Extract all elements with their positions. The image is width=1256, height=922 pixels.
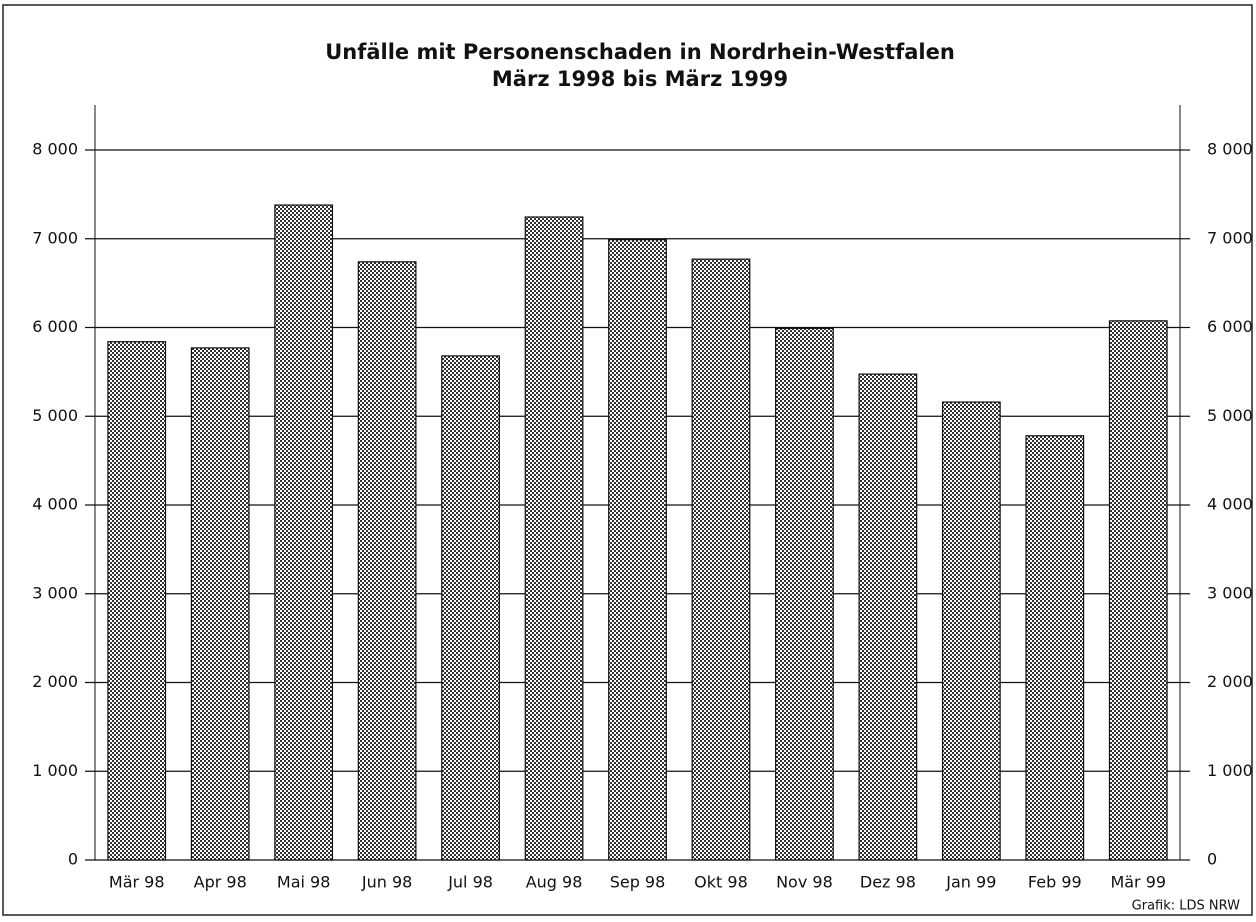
x-tick-label: Okt 98 — [694, 873, 748, 892]
bar — [524, 216, 584, 861]
y2-tick-label: 2 000 — [1207, 672, 1253, 691]
y-tick-label: 1 000 — [32, 761, 78, 780]
x-tick-label: Sep 98 — [610, 873, 666, 892]
bar — [1108, 320, 1168, 861]
bar — [858, 373, 918, 861]
bar — [1025, 435, 1085, 861]
y-tick-label: 3 000 — [32, 583, 78, 602]
y2-tick-label: 6 000 — [1207, 317, 1253, 336]
y-tick-label: 7 000 — [32, 228, 78, 247]
chart-title: Unfälle mit Personenschaden in Nordrhein… — [325, 40, 955, 64]
x-tick-label: Mai 98 — [277, 873, 331, 892]
bar — [357, 261, 417, 861]
bar — [941, 401, 1001, 861]
x-tick-label: Aug 98 — [526, 873, 583, 892]
y2-tick-label: 0 — [1207, 850, 1217, 869]
x-tick-label: Jun 98 — [361, 873, 412, 892]
y-tick-label: 8 000 — [32, 140, 78, 159]
x-tick-label: Dez 98 — [860, 873, 916, 892]
x-tick-label: Mär 98 — [109, 873, 165, 892]
y2-tick-label: 3 000 — [1207, 583, 1253, 602]
bar — [691, 258, 751, 861]
y-tick-label: 4 000 — [32, 495, 78, 514]
x-tick-label: Nov 98 — [776, 873, 833, 892]
x-tick-label: Feb 99 — [1028, 873, 1082, 892]
bar — [274, 204, 334, 861]
chart-subtitle: März 1998 bis März 1999 — [492, 67, 788, 91]
frame — [2, 4, 1253, 916]
y2-tick-label: 1 000 — [1207, 761, 1253, 780]
y2-tick-label: 4 000 — [1207, 495, 1253, 514]
bar — [107, 341, 167, 861]
bar — [441, 355, 500, 861]
x-tick-label: Jul 98 — [447, 873, 493, 892]
x-tick-label: Apr 98 — [194, 873, 247, 892]
y-tick-label: 6 000 — [32, 317, 78, 336]
bar — [608, 239, 667, 861]
x-tick-label: Mär 99 — [1110, 873, 1166, 892]
bar — [775, 327, 834, 861]
y-tick-label: 2 000 — [32, 672, 78, 691]
source: Grafik: LDS NRW — [1132, 899, 1240, 914]
y-tick-label: 5 000 — [32, 406, 78, 425]
x-tick-label: Jan 99 — [945, 873, 996, 892]
y-tick-label: 0 — [68, 850, 78, 869]
y2-tick-label: 7 000 — [1207, 228, 1253, 247]
y2-tick-label: 8 000 — [1207, 140, 1253, 159]
bar — [190, 347, 250, 861]
y2-tick-label: 5 000 — [1207, 406, 1253, 425]
